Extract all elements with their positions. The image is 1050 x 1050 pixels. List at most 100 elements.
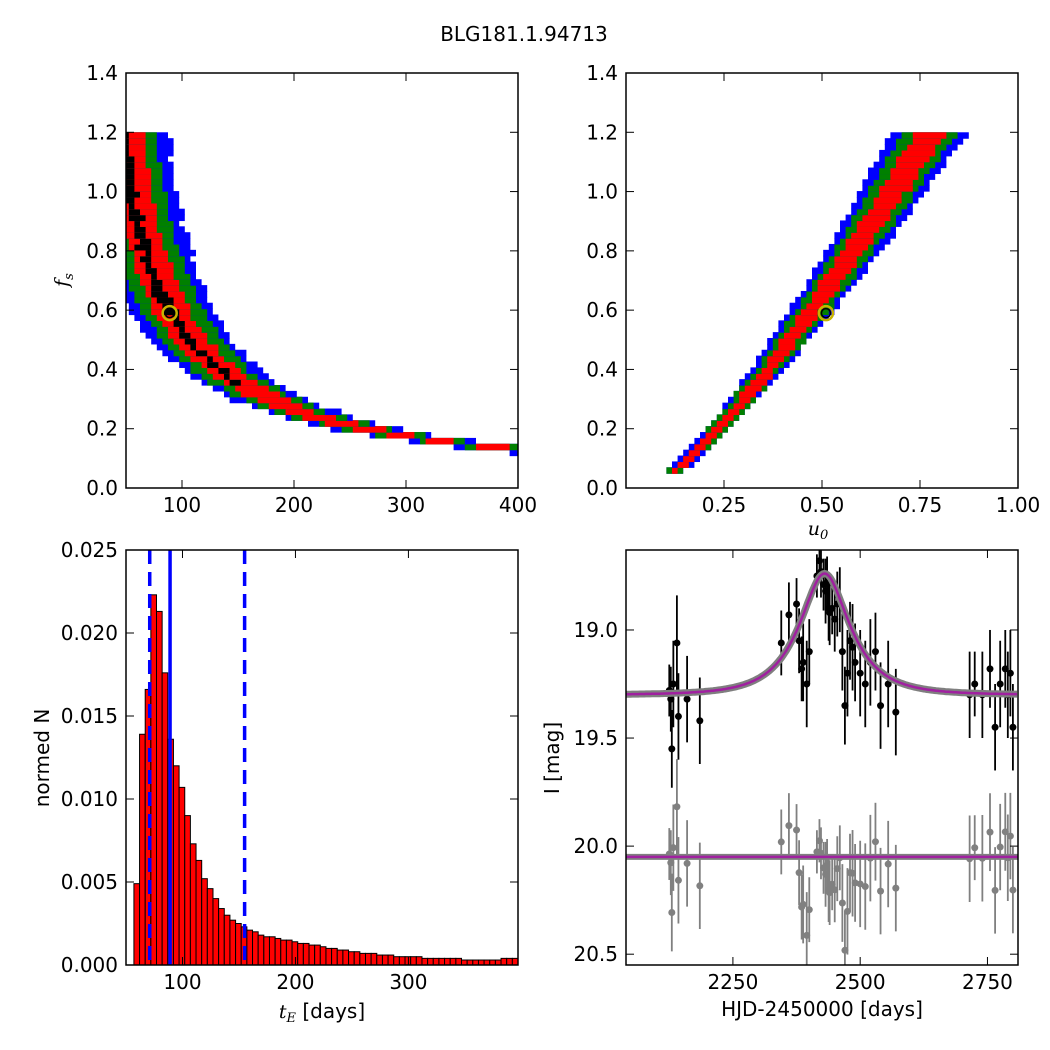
region-1sigma [890, 173, 919, 180]
region-1sigma [126, 208, 157, 216]
percentile-lines [147, 550, 247, 965]
model-curves [626, 569, 1018, 860]
residual-point [799, 900, 807, 908]
region-1sigma [767, 355, 784, 363]
region-1sigma [126, 185, 152, 192]
region-core [126, 173, 135, 180]
y-tick-label: 0.2 [86, 417, 118, 441]
region-1sigma [425, 437, 454, 445]
region-1sigma [538, 450, 588, 456]
x-tick-label: 2500 [835, 970, 886, 994]
data-point [673, 639, 681, 647]
region-1sigma [739, 396, 751, 404]
region-core [128, 214, 146, 222]
region-1sigma [828, 267, 852, 274]
x-tick-label: 100 [163, 970, 201, 994]
histogram-bar [280, 939, 287, 965]
histogram-bar [432, 957, 440, 965]
histogram-bar [206, 888, 214, 965]
region-1sigma [688, 449, 700, 457]
region-1sigma [851, 232, 874, 239]
panel-fs-vs-u0: 0.25 0.50 0.75 1.00 0.0 0.2 0.4 0.6 0.8 1.0 1.2 1.… [586, 61, 1040, 543]
region-1sigma [145, 285, 180, 292]
x-tick-label: 2750 [962, 970, 1013, 994]
residual-point [777, 838, 785, 846]
x-axis-label: HJD-2450000 [days] [721, 997, 923, 1021]
y-tick-label: 1.4 [86, 61, 118, 85]
histogram-bar [133, 883, 141, 965]
region-1sigma [126, 220, 157, 227]
region-core [134, 220, 140, 227]
histogram-bar [404, 956, 412, 965]
data-point [871, 648, 879, 656]
y-tick-label: 0.0 [86, 476, 118, 500]
y-tick-label: 1.2 [586, 120, 618, 144]
region-core [196, 349, 208, 357]
y-tick-label: 0.015 [61, 704, 118, 728]
region-1sigma [324, 420, 359, 427]
x-tick-label: 200 [275, 493, 313, 517]
histogram-bar [189, 843, 197, 965]
residual-point [1009, 886, 1017, 894]
region-1sigma [386, 432, 415, 439]
region-3sigma [722, 461, 890, 467]
histogram-bar [184, 815, 191, 965]
histogram-bar [150, 594, 158, 965]
y-tick-label: 0.000 [61, 953, 118, 977]
region-1sigma [856, 220, 885, 227]
y-tick-label: 1.2 [86, 120, 118, 144]
data-point [856, 669, 864, 677]
region-core [126, 161, 135, 169]
data-point [805, 648, 813, 656]
region-2sigma [521, 450, 605, 456]
panel-fs-vs-te: 100 200 300 400 0.0 0.2 0.4 0.6 0.8 1.0 1.2 1.4 fs [51, 61, 890, 517]
region-1sigma [817, 279, 840, 286]
region-core [207, 361, 219, 368]
panel-te-histogram: 100 200 300 0.000 0.005 0.010 0.015 0.020 0.025… [30, 538, 519, 1026]
y-tick-label: 0.4 [586, 357, 618, 381]
data-point [991, 723, 999, 731]
histogram-bar [415, 956, 423, 965]
region-1sigma [728, 408, 740, 416]
region-3sigma [588, 456, 734, 462]
region-1sigma [126, 202, 157, 210]
data-point [1009, 723, 1017, 731]
region-core [151, 279, 163, 286]
histogram-bar [257, 934, 265, 965]
region-core [151, 285, 163, 292]
histogram-bar [506, 957, 513, 965]
histogram-bar [370, 952, 378, 965]
histogram-bar [511, 957, 518, 965]
model-curve [626, 572, 1017, 696]
histogram-bar [195, 859, 203, 965]
histogram-bar [218, 908, 225, 965]
region-core [145, 249, 152, 257]
region-1sigma [126, 161, 146, 169]
region-core [126, 179, 135, 186]
residual-point [971, 844, 979, 852]
figure-title: BLG181.1.94713 [440, 22, 608, 46]
region-core [151, 273, 157, 280]
histogram-bar [348, 951, 355, 965]
histogram-bar [336, 949, 344, 965]
best-fit-marker [817, 304, 835, 322]
region-core [179, 326, 185, 333]
x-axis-label: tE [days] [279, 999, 365, 1026]
y-tick-labels: 0.0 0.2 0.4 0.6 0.8 1.0 1.2 1.4 [586, 61, 1018, 500]
histogram-bar [229, 919, 237, 965]
residual-point [996, 843, 1004, 851]
region-1sigma [778, 343, 796, 351]
histogram-bar [178, 786, 186, 965]
region-1sigma [856, 226, 880, 233]
residual-point [785, 822, 793, 830]
axes-frame [125, 549, 519, 966]
region-1sigma [352, 426, 387, 433]
region-1sigma [126, 149, 146, 157]
region-1sigma [677, 461, 689, 468]
region-1sigma [126, 167, 152, 175]
histogram-bar [314, 944, 321, 965]
region-1sigma [694, 443, 706, 451]
region-1sigma [845, 238, 874, 245]
x-tick-labels: 2250 2500 2750 [707, 550, 1013, 994]
region-1sigma [722, 414, 734, 421]
